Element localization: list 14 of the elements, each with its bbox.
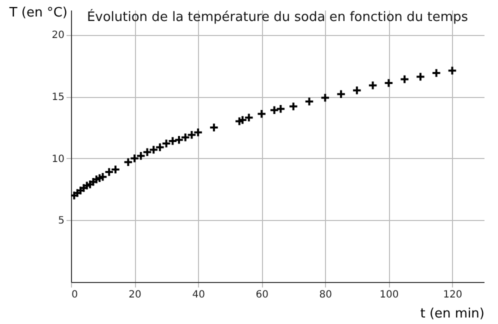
x-tick-label: 0 (72, 290, 78, 300)
y-tick-label: 20 (52, 30, 64, 42)
x-tick-label: 100 (380, 290, 399, 300)
y-tick-label: 10 (52, 154, 64, 165)
x-axis-title: t (en min) (420, 306, 484, 322)
y-axis-title: T (en °C) (8, 6, 68, 20)
y-tick-label: 15 (52, 92, 64, 104)
x-tick-label: 60 (256, 290, 268, 300)
chart-title: Évolution de la température du soda en fonction du temps (86, 8, 468, 25)
x-tick-label: 80 (319, 290, 332, 300)
x-tick-label: 120 (443, 290, 462, 300)
y-tick-label: 5 (58, 216, 64, 227)
x-tick-label: 40 (192, 290, 205, 300)
x-tick-label: 20 (128, 290, 142, 300)
